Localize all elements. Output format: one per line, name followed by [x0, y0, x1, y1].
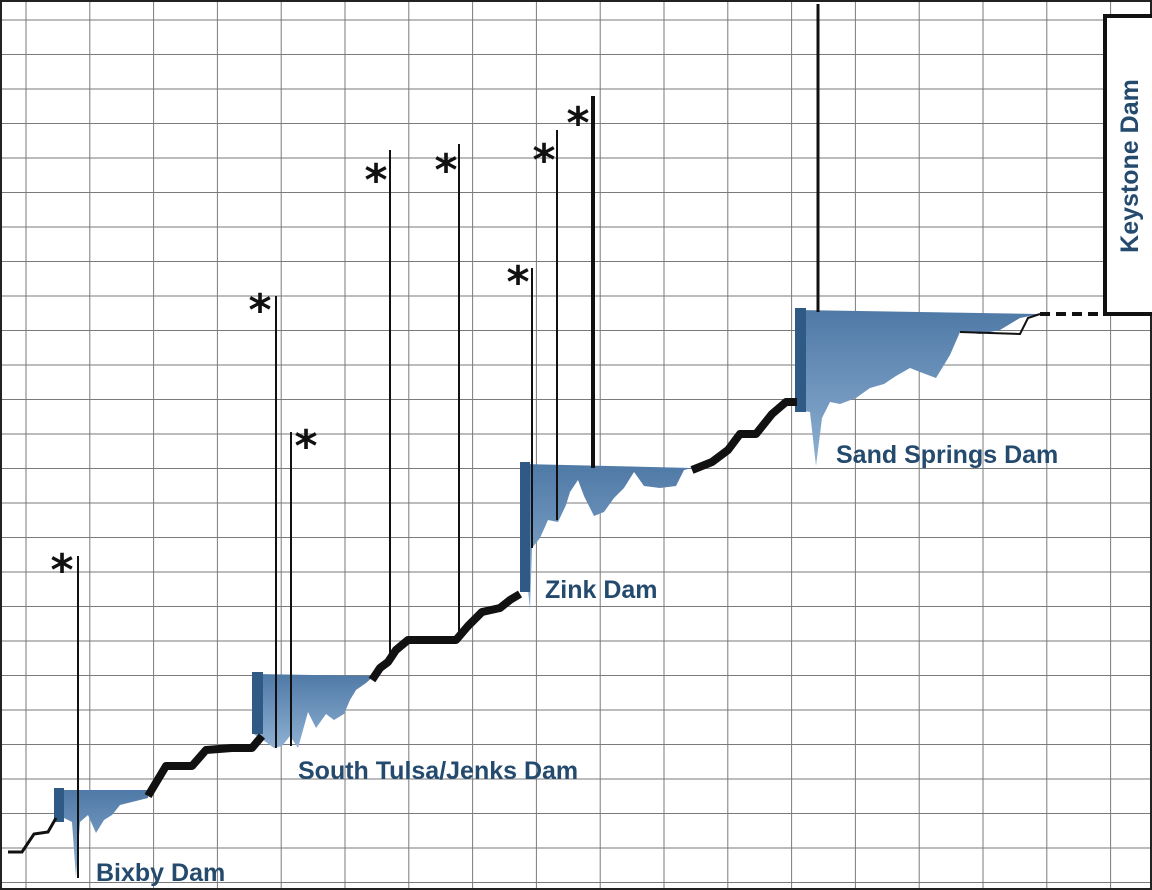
zink-pool — [520, 462, 692, 610]
zink-dam-wall — [520, 462, 530, 592]
asterisk-marker-7: * — [532, 135, 555, 186]
asterisk-marker-6: * — [506, 257, 529, 308]
south-tulsa-jenks-dam-wall — [252, 672, 263, 734]
asterisk-marker-8: * — [566, 98, 589, 149]
profile-segment-start — [8, 817, 58, 854]
sand-springs-dam-label: Sand Springs Dam — [836, 441, 1058, 469]
zink-dam-label: Zink Dam — [545, 576, 658, 604]
profile-segment-upper-pool — [959, 313, 1041, 336]
zink-pool-area — [522, 464, 692, 610]
bixby-dam-wall — [54, 788, 64, 822]
profile-segment-bixby-jenks — [144, 733, 266, 799]
asterisk-marker-3: * — [294, 421, 317, 472]
spike-lines — [77, 4, 820, 878]
sand-springs-pool-area — [797, 310, 1040, 466]
asterisk-marker-4: * — [364, 155, 387, 206]
keystone-dam-label: Keystone Dam — [1116, 79, 1144, 253]
asterisk-marker-1: * — [50, 545, 73, 596]
south-tulsa-jenks-pool — [252, 672, 374, 748]
profile-segment-zink-sandsprings — [690, 398, 797, 474]
dam-labels: Bixby Dam South Tulsa/Jenks Dam Zink Dam… — [96, 441, 1058, 887]
sand-springs-dam-wall — [795, 308, 806, 412]
asterisk-marker-5: * — [434, 145, 457, 196]
keystone-dam-box — [1103, 14, 1152, 316]
asterisk-markers: * * * * * * * * — [50, 98, 589, 596]
bixby-dam-label: Bixby Dam — [96, 859, 225, 887]
south-tulsa-jenks-dam-label: South Tulsa/Jenks Dam — [298, 757, 578, 785]
sand-springs-pool — [795, 308, 1040, 466]
keystone-dam: Keystone Dam — [1103, 14, 1152, 316]
profile-segment-jenks-zink — [368, 590, 523, 683]
asterisk-marker-2: * — [248, 285, 271, 336]
river-bed-profile — [8, 312, 1105, 854]
south-tulsa-jenks-pool-area — [252, 674, 374, 748]
